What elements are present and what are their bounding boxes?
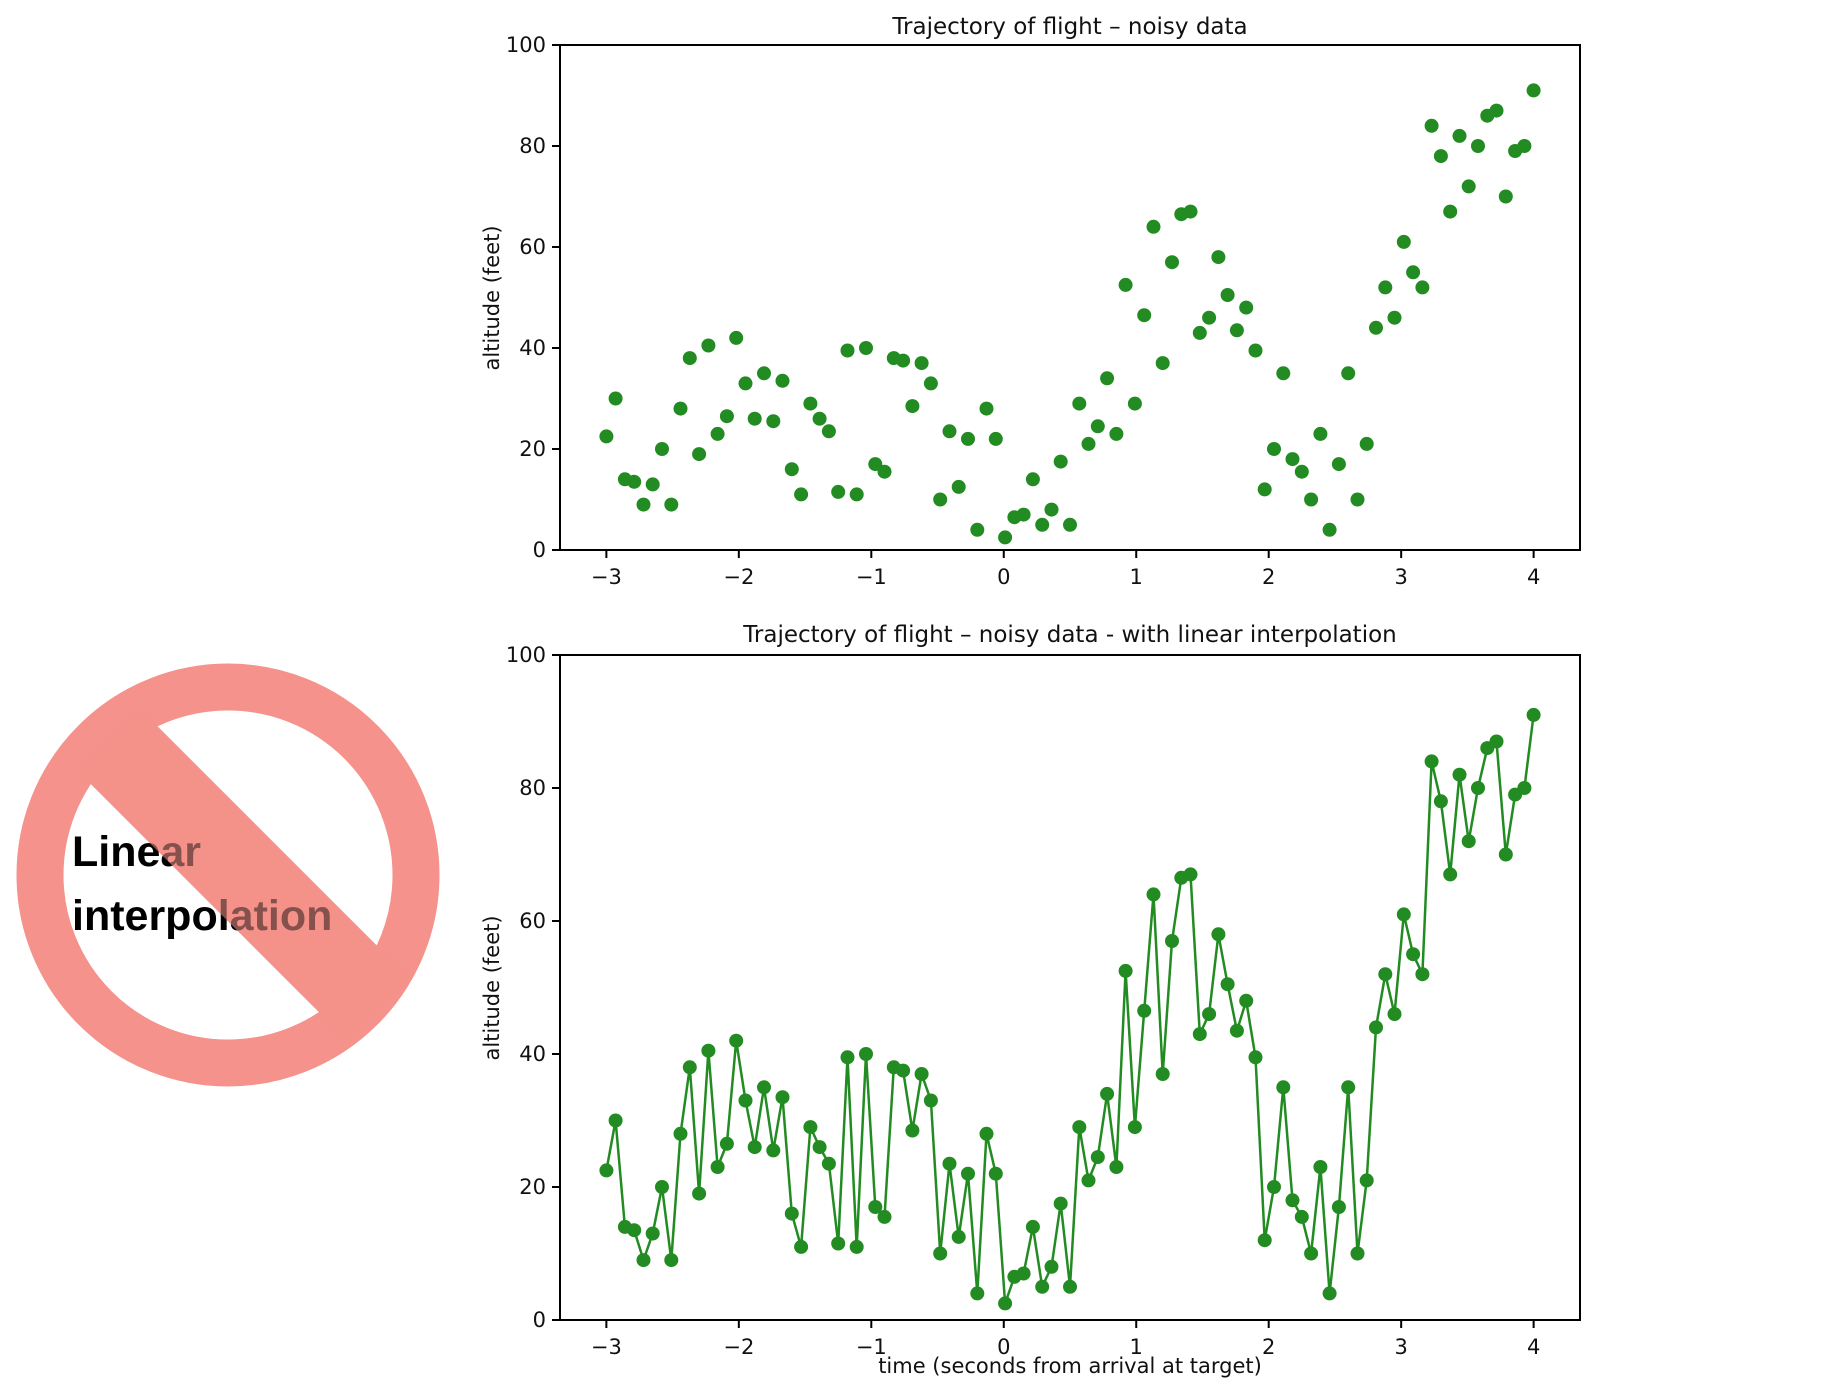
svg-text:40: 40: [519, 1042, 546, 1066]
svg-text:3: 3: [1394, 1335, 1407, 1359]
svg-text:60: 60: [519, 235, 546, 259]
svg-text:−3: −3: [591, 1335, 622, 1359]
svg-text:−1: −1: [856, 1335, 887, 1359]
svg-text:2: 2: [1262, 565, 1275, 589]
svg-text:−1: −1: [856, 565, 887, 589]
svg-text:0: 0: [533, 1308, 546, 1332]
svg-text:20: 20: [519, 437, 546, 461]
top-chart-title: Trajectory of flight – noisy data: [892, 14, 1248, 40]
annotation-text-line2: interpolation: [72, 892, 333, 940]
svg-text:−3: −3: [591, 565, 622, 589]
svg-text:40: 40: [519, 336, 546, 360]
svg-text:60: 60: [519, 909, 546, 933]
svg-text:20: 20: [519, 1175, 546, 1199]
svg-text:0: 0: [533, 538, 546, 562]
svg-text:4: 4: [1527, 1335, 1540, 1359]
svg-text:4: 4: [1527, 565, 1540, 589]
svg-text:1: 1: [1130, 565, 1143, 589]
svg-text:2: 2: [1262, 1335, 1275, 1359]
svg-text:0: 0: [997, 565, 1010, 589]
svg-text:80: 80: [519, 776, 546, 800]
annotation-text-line1: Linear: [72, 828, 202, 876]
svg-text:80: 80: [519, 134, 546, 158]
svg-text:−2: −2: [723, 565, 754, 589]
bottom-chart-ylabel: altitude (feet): [480, 915, 504, 1061]
svg-text:−2: −2: [723, 1335, 754, 1359]
svg-text:3: 3: [1394, 565, 1407, 589]
svg-text:100: 100: [506, 33, 546, 57]
svg-text:100: 100: [506, 643, 546, 667]
bottom-chart-title: Trajectory of flight – noisy data - with…: [743, 622, 1397, 648]
bottom-chart-xlabel: time (seconds from arrival at target): [878, 1354, 1262, 1378]
top-chart-ylabel: altitude (feet): [480, 225, 504, 371]
svg-text:0: 0: [997, 1335, 1010, 1359]
prohibition-icon: [16, 663, 440, 1087]
prohibition-ring: [16, 663, 440, 1087]
svg-text:1: 1: [1130, 1335, 1143, 1359]
